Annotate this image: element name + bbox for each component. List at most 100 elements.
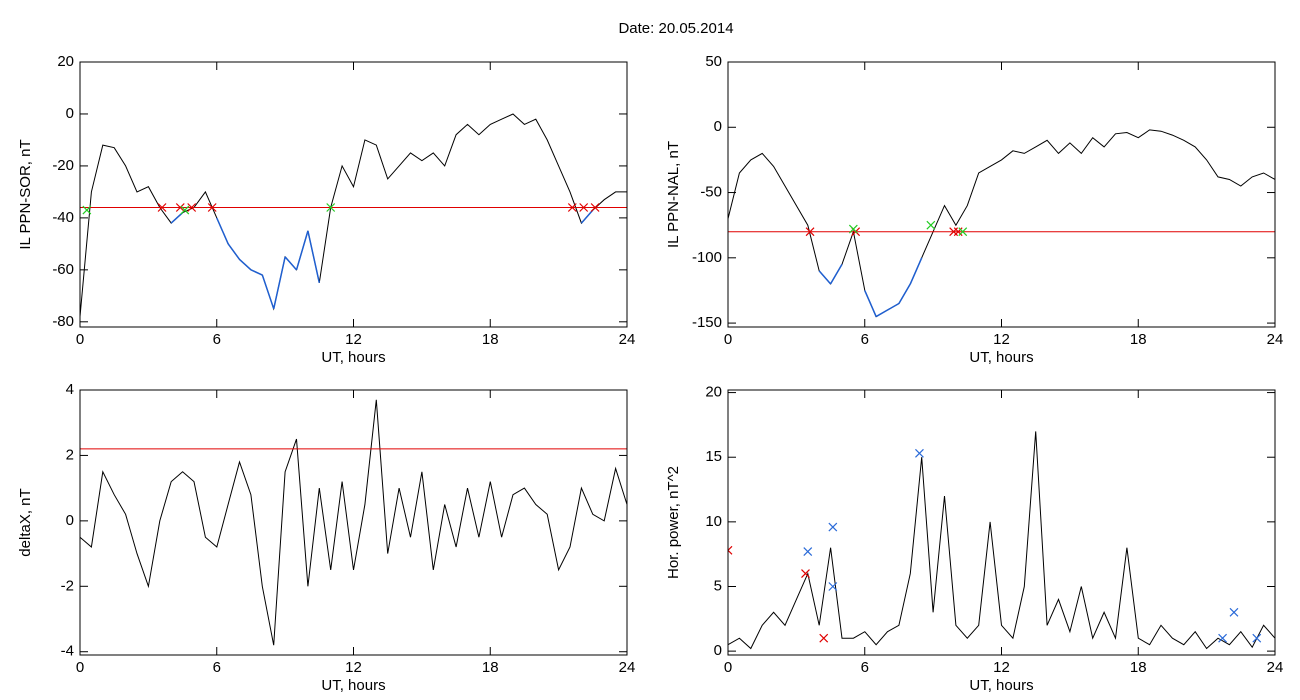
cross-marker	[828, 582, 838, 591]
cross-marker	[801, 569, 810, 578]
x-tick-label: 24	[1267, 659, 1284, 676]
y-tick-label: 0	[714, 118, 722, 135]
chart-title: Date: 20.05.2014	[618, 20, 733, 37]
cross-marker	[926, 220, 936, 230]
y-tick-label: -20	[52, 157, 74, 174]
x-tick-label: 6	[213, 659, 221, 676]
y-tick-label: -40	[52, 209, 74, 226]
below-threshold-segment	[909, 257, 923, 285]
y-tick-label: 20	[57, 53, 74, 70]
y-axis-label: IL PPN-NAL, nT	[665, 141, 682, 248]
cross-marker	[958, 227, 968, 237]
x-axis-label: UT, hours	[321, 677, 385, 694]
cross-marker	[1229, 607, 1239, 617]
cross-marker	[1218, 633, 1228, 643]
below-threshold-segment	[580, 209, 594, 224]
y-tick-label: -2	[61, 577, 74, 594]
cross-marker	[180, 205, 190, 215]
cross-marker	[1252, 633, 1262, 643]
y-tick-label: -80	[52, 313, 74, 330]
plot: 0 6 12 18 24 0 5 10 15 20 UT, hours Hor. power, nT^…	[665, 384, 1283, 694]
y-tick-label: 0	[66, 512, 74, 529]
x-tick-label: 24	[619, 659, 636, 676]
plot-area	[80, 399, 627, 646]
cross-marker	[819, 633, 829, 643]
below-threshold-segment	[829, 263, 843, 285]
below-threshold-segment	[864, 290, 877, 317]
below-threshold-segment	[818, 270, 832, 285]
x-tick-label: 18	[482, 659, 499, 676]
cross-marker	[828, 522, 838, 532]
x-tick-label: 6	[861, 659, 869, 676]
x-tick-label: 0	[724, 331, 732, 348]
y-axis-label: Hor. power, nT^2	[665, 466, 682, 579]
cross-marker	[82, 205, 92, 215]
y-tick-label: -60	[52, 261, 74, 278]
y-tick-label: 4	[66, 381, 74, 398]
x-tick-label: 6	[213, 331, 221, 348]
below-threshold-segment	[250, 269, 263, 276]
below-threshold-segment	[898, 283, 911, 304]
y-tick-label: 2	[66, 446, 74, 463]
x-tick-label: 0	[76, 331, 84, 348]
x-tick-label: 18	[1130, 659, 1147, 676]
cross-marker	[915, 448, 924, 458]
y-tick-label: -150	[692, 314, 722, 331]
cross-marker	[803, 547, 813, 557]
cross-marker	[728, 545, 733, 555]
cross-marker	[326, 203, 336, 212]
x-tick-label: 24	[619, 331, 636, 348]
x-tick-label: 18	[1130, 331, 1147, 348]
data-line	[80, 399, 627, 646]
x-tick-label: 6	[861, 331, 869, 348]
cross-marker	[207, 203, 217, 212]
cross-marker	[579, 203, 589, 212]
y-axis-label: deltaX, nT	[17, 488, 34, 556]
x-tick-label: 18	[482, 331, 499, 348]
x-tick-label: 0	[724, 659, 732, 676]
y-tick-label: -100	[692, 249, 722, 266]
below-threshold-segment	[227, 243, 241, 260]
x-axis-label: UT, hours	[969, 677, 1033, 694]
x-axis-label: UT, hours	[321, 349, 385, 366]
below-threshold-segment	[261, 274, 275, 310]
x-tick-label: 12	[345, 331, 362, 348]
plot-area	[80, 113, 627, 317]
x-tick-label: 12	[993, 331, 1010, 348]
y-tick-label: -50	[700, 184, 722, 201]
y-tick-label: 10	[705, 513, 722, 530]
y-tick-label: 20	[705, 384, 722, 401]
axes-frame	[727, 389, 1276, 656]
axes-frame	[727, 61, 1276, 328]
below-threshold-segment	[239, 258, 252, 271]
below-threshold-segment	[284, 256, 298, 271]
cross-marker	[805, 227, 815, 237]
below-threshold-segment	[216, 217, 229, 245]
x-tick-label: 0	[76, 659, 84, 676]
y-tick-label: 15	[705, 448, 722, 465]
below-threshold-segment	[875, 309, 888, 318]
cross-marker	[175, 203, 185, 212]
cross-marker	[590, 203, 600, 212]
x-axis-label: UT, hours	[969, 349, 1033, 366]
plot-area	[728, 129, 1275, 318]
y-tick-label: 0	[66, 105, 74, 122]
axes-frame	[79, 389, 628, 656]
y-axis-label: IL PPN-SOR, nT	[17, 139, 34, 249]
axes-frame	[79, 61, 628, 328]
data-line	[728, 129, 1275, 318]
below-threshold-segment	[272, 256, 286, 309]
x-tick-label: 12	[993, 659, 1010, 676]
data-line	[80, 113, 627, 317]
x-tick-label: 12	[345, 659, 362, 676]
cross-marker	[157, 203, 167, 212]
x-tick-label: 24	[1267, 331, 1284, 348]
plot-area	[728, 431, 1275, 650]
y-tick-label: 0	[714, 642, 722, 659]
cross-marker	[187, 203, 197, 212]
below-threshold-segment	[887, 302, 900, 311]
below-threshold-segment	[295, 230, 309, 271]
